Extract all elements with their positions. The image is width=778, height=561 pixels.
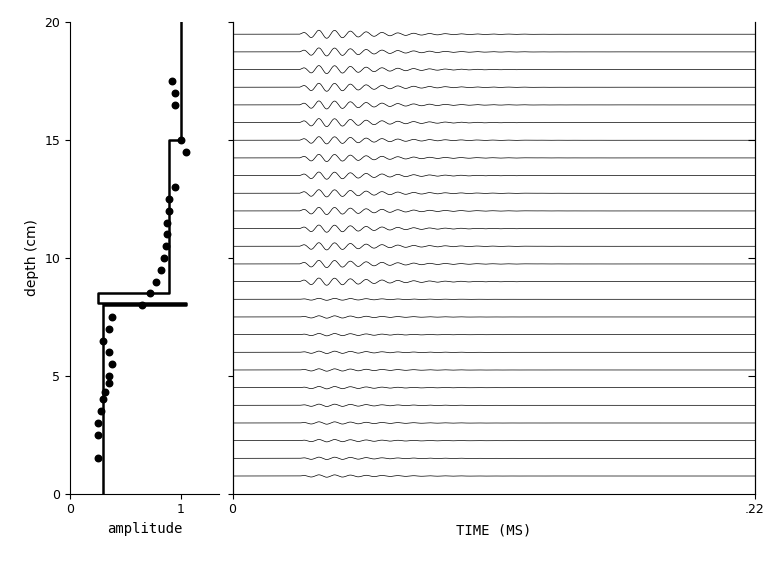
- Point: [169, 89, 181, 98]
- Y-axis label: depth (cm): depth (cm): [25, 219, 39, 297]
- Point: [163, 206, 176, 215]
- Point: [174, 136, 187, 145]
- Point: [106, 360, 118, 369]
- Point: [103, 379, 115, 388]
- Point: [169, 100, 181, 109]
- Point: [135, 301, 148, 310]
- X-axis label: amplitude: amplitude: [107, 522, 182, 536]
- Point: [163, 195, 176, 204]
- Point: [166, 77, 178, 86]
- Point: [154, 265, 166, 274]
- Point: [92, 419, 104, 427]
- Point: [180, 148, 192, 157]
- X-axis label: TIME (MS): TIME (MS): [456, 523, 531, 537]
- Point: [169, 183, 181, 192]
- Point: [106, 312, 118, 321]
- Point: [99, 388, 111, 397]
- Point: [143, 289, 156, 298]
- Point: [97, 395, 110, 404]
- Point: [103, 348, 115, 357]
- Point: [103, 324, 115, 333]
- Point: [103, 371, 115, 380]
- Point: [92, 454, 104, 463]
- Point: [92, 430, 104, 439]
- Point: [161, 230, 173, 239]
- Point: [161, 218, 173, 227]
- Point: [95, 407, 107, 416]
- Point: [158, 254, 170, 263]
- Point: [160, 242, 173, 251]
- Point: [150, 277, 163, 286]
- Point: [97, 336, 110, 345]
